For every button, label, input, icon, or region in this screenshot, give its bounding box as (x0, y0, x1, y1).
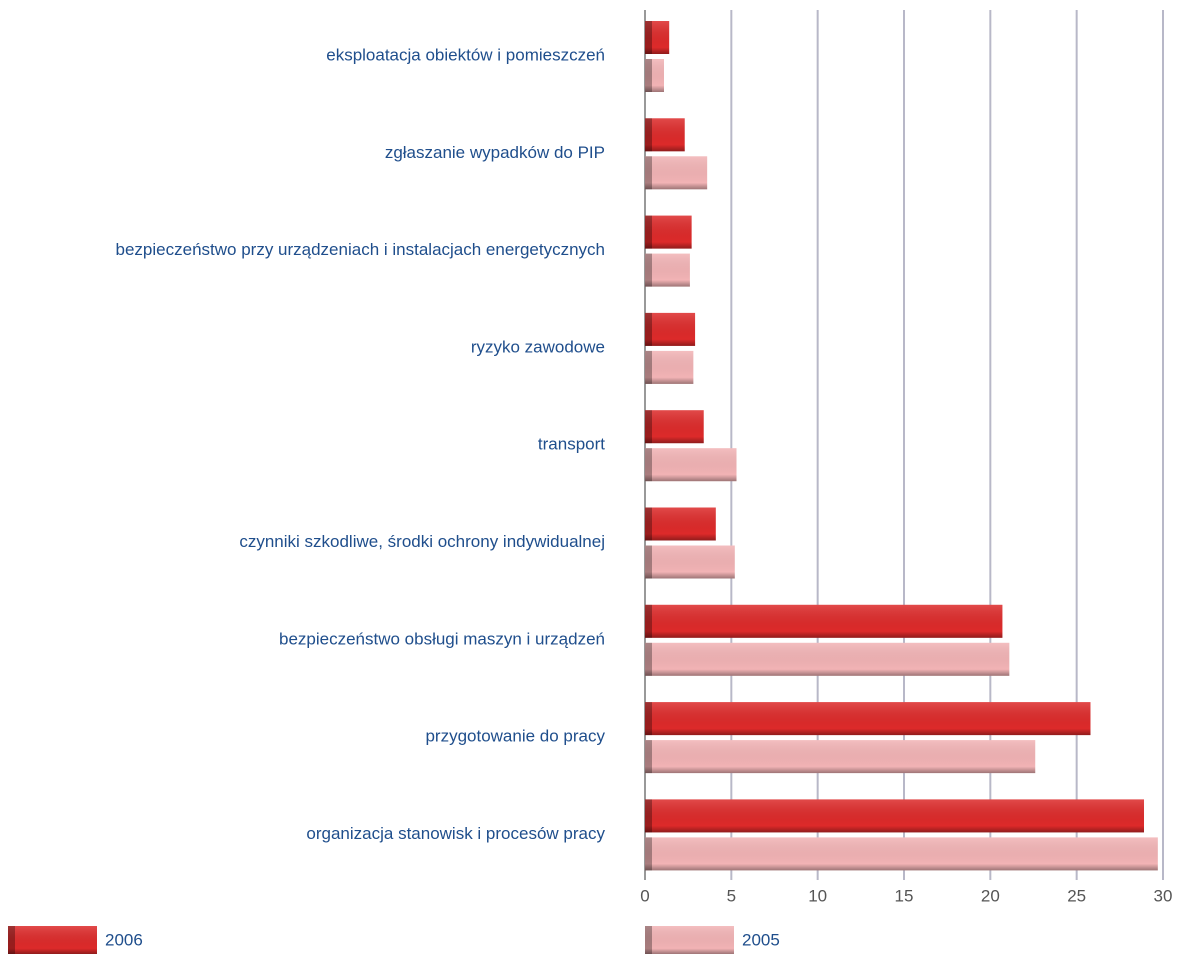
bar-shade (645, 215, 692, 249)
bar-shade (645, 253, 690, 287)
x-tick-label: 10 (808, 886, 827, 905)
bar-shade (645, 21, 670, 54)
category-label: eksploatacja obiektów i pomieszczeń (326, 45, 605, 64)
bar-shade (645, 156, 708, 190)
bar-edge (645, 410, 652, 444)
bar-edge (645, 215, 652, 249)
bar-shade (645, 604, 1003, 638)
bar-edge (645, 156, 652, 190)
legend-swatch-shade (8, 926, 97, 954)
bar-edge (645, 118, 652, 152)
bar-edge (645, 740, 652, 774)
bar-edge (645, 702, 652, 736)
bar-shade (645, 448, 737, 482)
bar-edge (645, 799, 652, 833)
legend-label: 2005 (742, 930, 780, 949)
legend-swatch-shade (645, 926, 734, 954)
legend-label: 2006 (105, 930, 143, 949)
bar-shade (645, 507, 716, 541)
x-tick-label: 0 (640, 886, 649, 905)
bar-edge (645, 312, 652, 346)
bar-shade (645, 350, 694, 384)
bar-edge (645, 837, 652, 871)
bar-edge (645, 604, 652, 638)
bar-edge (645, 507, 652, 541)
bar-shade (645, 837, 1158, 871)
bar-shade (645, 740, 1036, 774)
category-label: zgłaszanie wypadków do PIP (385, 143, 605, 162)
x-tick-label: 25 (1067, 886, 1086, 905)
bar-shade (645, 312, 696, 346)
category-label: transport (538, 435, 605, 454)
category-label: bezpieczeństwo przy urządzeniach i insta… (116, 240, 605, 259)
bar-edge (645, 253, 652, 287)
category-label: czynniki szkodliwe, środki ochrony indyw… (239, 532, 605, 551)
bar-shade (645, 642, 1010, 676)
bar-shade (645, 410, 704, 444)
category-label: przygotowanie do pracy (425, 727, 605, 746)
x-tick-label: 5 (727, 886, 736, 905)
bar-edge (645, 350, 652, 384)
bar-shade (645, 799, 1145, 833)
legend-swatch-edge (8, 926, 15, 954)
bar-edge (645, 59, 652, 92)
bar-shade (645, 702, 1091, 736)
x-tick-label: 15 (895, 886, 914, 905)
category-label: bezpieczeństwo obsługi maszyn i urządzeń (279, 629, 605, 648)
bar-edge (645, 448, 652, 482)
bar-edge (645, 21, 652, 54)
bar-edge (645, 545, 652, 579)
bar-edge (645, 642, 652, 676)
category-label: ryzyko zawodowe (471, 337, 605, 356)
bar-shade (645, 118, 685, 152)
x-tick-label: 30 (1154, 886, 1173, 905)
legend-swatch-edge (645, 926, 652, 954)
bar-shade (645, 545, 735, 579)
bar-shade (645, 59, 664, 92)
x-tick-label: 20 (981, 886, 1000, 905)
category-label: organizacja stanowisk i procesów pracy (306, 824, 605, 843)
